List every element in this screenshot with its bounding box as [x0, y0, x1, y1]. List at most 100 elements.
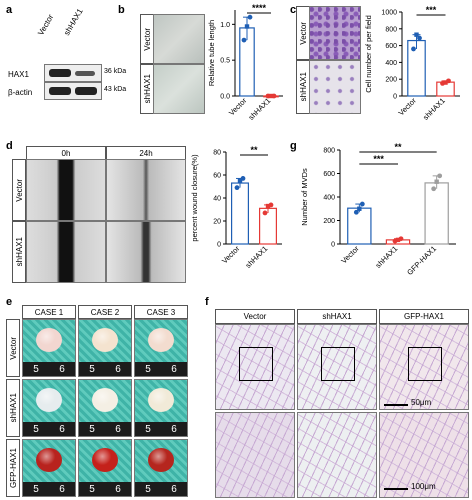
data-point [434, 179, 439, 184]
ruler-number: 5 [33, 483, 39, 495]
row-label-shhax1: shHAX1 [296, 60, 310, 114]
data-point [431, 186, 437, 192]
wound-closure-chart: 0 20 40 60 80 percent wound closure(%) Vector s… [190, 145, 282, 270]
tube-formation-image [153, 14, 205, 64]
group-header-gfp-hax1: GFP-HAX1 [379, 309, 469, 324]
case-header: CASE 2 [78, 305, 132, 319]
significance-label: ** [250, 145, 258, 155]
blot-band [75, 87, 97, 95]
row-label-vector: Vector [140, 14, 154, 64]
blot-row-label: HAX1 [8, 70, 29, 79]
lane-label-vector: Vector [36, 12, 56, 37]
data-point [398, 236, 404, 242]
x-tick-label: shHAX1 [374, 244, 400, 270]
data-point [268, 202, 274, 208]
data-point [353, 209, 359, 215]
y-tick-label: 800 [323, 148, 335, 155]
y-tick-label: 60 [213, 173, 221, 180]
tumor [92, 448, 118, 472]
data-point [357, 206, 362, 211]
panel-label-d: d [6, 140, 13, 152]
blot-band [49, 69, 71, 77]
scale-bar [384, 404, 408, 406]
ruler-number: 5 [33, 423, 39, 435]
ruler-number: 6 [171, 423, 177, 435]
x-tick-label: shHAX1 [421, 96, 447, 122]
significance-label: *** [426, 5, 437, 15]
tumor [148, 388, 174, 412]
bar [230, 182, 249, 245]
ruler-number: 6 [115, 483, 121, 495]
x-tick-label: shHAX1 [247, 96, 273, 122]
significance-label: **** [252, 3, 267, 13]
data-point [359, 201, 365, 207]
ruler-number: 5 [145, 363, 151, 375]
ruler-number: 5 [89, 363, 95, 375]
group-header-shhax1: shHAX1 [297, 309, 377, 324]
ruler-number: 6 [171, 363, 177, 375]
x-tick-label: Vector [339, 244, 361, 266]
data-point [417, 35, 422, 41]
histology-image [297, 324, 377, 410]
data-point [265, 203, 271, 209]
data-point [414, 32, 419, 37]
data-point [395, 237, 401, 243]
data-point [446, 78, 451, 84]
y-tick-label: 800 [385, 26, 397, 33]
x-tick-label: shHAX1 [244, 244, 270, 270]
tumor [148, 448, 174, 472]
case-header: CASE 1 [22, 305, 76, 319]
data-point [437, 173, 443, 179]
y-axis-label: Number of MVDs [300, 168, 309, 226]
significance-label: ** [394, 142, 402, 152]
row-label-shhax1: shHAX1 [12, 221, 26, 283]
x-tick-label: Vector [227, 96, 249, 118]
blot-row-label: β-actin [8, 88, 33, 97]
y-tick-label: 1.0 [220, 22, 230, 29]
x-tick-label: Vector [220, 244, 242, 266]
tumor [36, 328, 62, 352]
panel-label-b: b [118, 4, 125, 16]
case-header: CASE 3 [134, 305, 188, 319]
histology-zoom-image [215, 412, 295, 498]
y-axis-label: percent wound closure(%) [190, 154, 199, 242]
y-tick-label: 400 [323, 195, 335, 202]
x-tick-label: GFP-HAX1 [405, 244, 438, 277]
ruler-number: 6 [59, 363, 65, 375]
y-tick-label: 600 [323, 171, 335, 178]
data-point [411, 46, 416, 52]
ruler-number: 5 [89, 483, 95, 495]
transwell-image [309, 6, 361, 60]
tumor [36, 388, 62, 412]
row-label-vector: Vector [12, 159, 26, 221]
data-point [247, 14, 253, 20]
zoom-region-box [408, 347, 442, 381]
tumor [148, 328, 174, 352]
y-tick-label: 0.5 [220, 58, 230, 65]
panel-label-g: g [290, 140, 297, 152]
blot-band [49, 87, 71, 95]
ruler-number: 6 [59, 483, 65, 495]
panel-label-a: a [6, 4, 13, 16]
row-label-gfp-hax1: GFP-HAX1 [6, 439, 20, 497]
data-point [241, 37, 247, 43]
significance-label: *** [373, 154, 384, 164]
histology-zoom-image [297, 412, 377, 498]
ruler-number: 6 [59, 423, 65, 435]
blot-band [75, 71, 95, 76]
data-point [234, 185, 240, 191]
transwell-image [309, 60, 361, 114]
ruler-number: 6 [115, 363, 121, 375]
tube-length-chart: 0.0 0.5 1.0 Relative tube length VectorshHAX… [207, 3, 283, 122]
panel-label-c: c [290, 4, 297, 16]
